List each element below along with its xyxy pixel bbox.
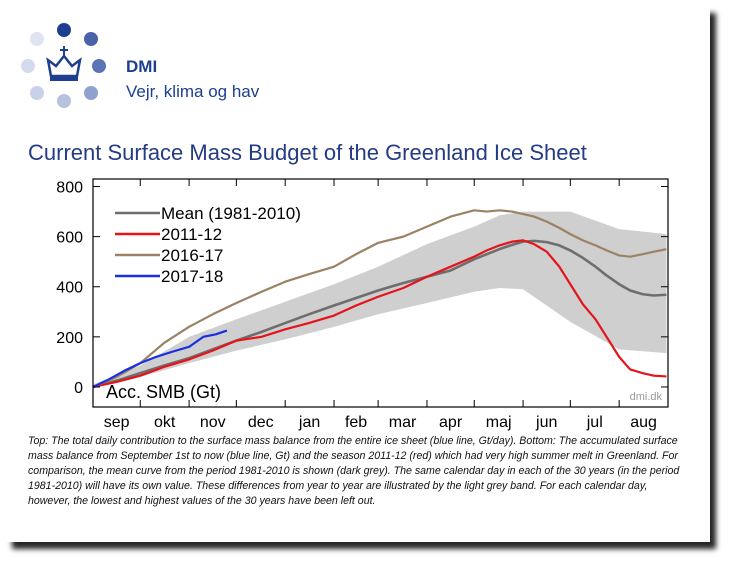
x-month-label-aug: aug <box>630 414 657 431</box>
x-month-label-feb: feb <box>345 414 367 431</box>
y-tick-label-200: 200 <box>56 330 83 347</box>
x-month-label-apr: apr <box>439 414 463 431</box>
x-month-label-jan: jan <box>298 414 320 431</box>
legend-label-4: 2017-18 <box>161 267 223 286</box>
plot-frame <box>92 178 669 408</box>
x-month-label-nov: nov <box>200 414 226 431</box>
series-line-3 <box>92 209 667 388</box>
org-tagline: Vejr, klima og hav <box>126 82 260 101</box>
dmi-logo-icon <box>21 23 106 108</box>
y-tick-label-800: 800 <box>56 180 83 197</box>
x-month-label-dec: dec <box>248 414 274 431</box>
x-month-label-maj: maj <box>486 414 512 431</box>
series-line-4 <box>92 329 228 388</box>
x-month-label-sep: sep <box>104 414 130 431</box>
org-name: DMI <box>126 57 158 76</box>
legend-label-3: 2016-17 <box>161 246 223 265</box>
legend-label-2: 2011-12 <box>161 225 222 244</box>
watermark: dmi.dk <box>630 391 663 403</box>
x-month-label-okt: okt <box>154 414 176 431</box>
y-axis-label: Acc. SMB (Gt) <box>106 382 221 402</box>
x-month-label-jul: jul <box>586 414 603 431</box>
variability-band <box>93 211 667 387</box>
y-tick-label-600: 600 <box>56 230 83 247</box>
y-tick-label-0: 0 <box>74 380 83 397</box>
x-month-label-jun: jun <box>535 414 557 431</box>
series-line-2 <box>92 239 667 389</box>
figure-caption: Top: The total daily contribution to the… <box>28 435 680 507</box>
chart-title: Current Surface Mass Budget of the Green… <box>28 140 587 165</box>
legend-label-1: Mean (1981-2010) <box>161 204 301 223</box>
y-tick-label-400: 400 <box>56 280 83 297</box>
x-month-label-mar: mar <box>389 414 417 431</box>
